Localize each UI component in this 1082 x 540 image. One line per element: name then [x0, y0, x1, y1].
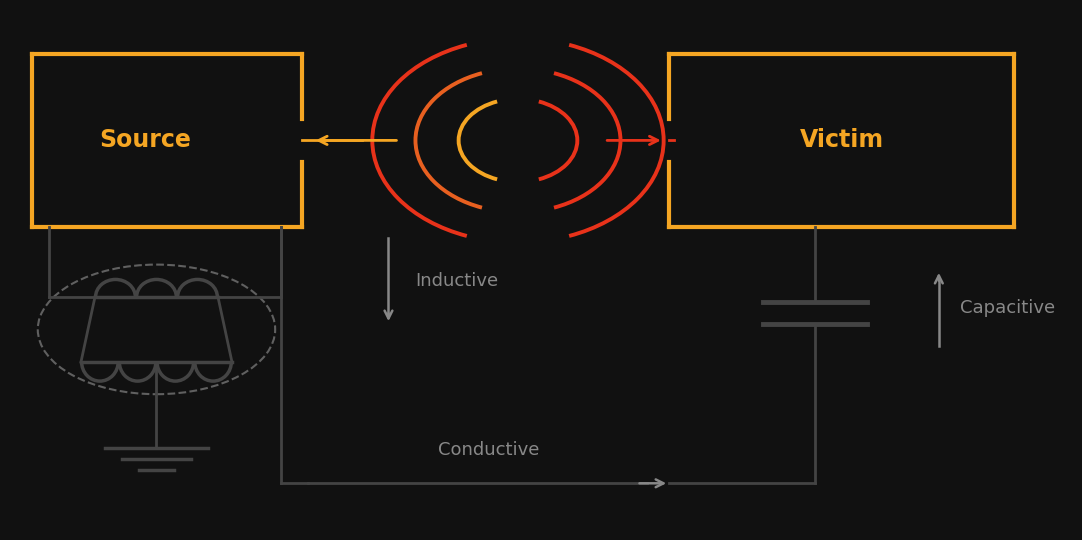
Text: Conductive: Conductive: [437, 441, 539, 459]
Text: Victim: Victim: [800, 129, 884, 152]
Text: Inductive: Inductive: [415, 272, 499, 290]
Text: Capacitive: Capacitive: [961, 299, 1056, 317]
Text: Source: Source: [100, 129, 192, 152]
